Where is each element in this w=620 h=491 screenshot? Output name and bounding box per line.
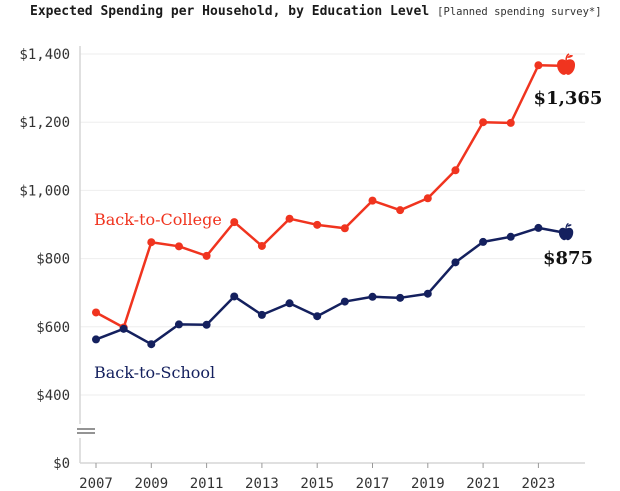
x-tick-label: 2009	[134, 476, 168, 491]
data-point	[230, 292, 239, 301]
gridlines	[80, 53, 585, 396]
data-point	[313, 220, 322, 229]
data-point	[257, 241, 266, 250]
data-point	[174, 242, 183, 251]
apple-icon	[558, 222, 574, 241]
y-tick-label: $800	[36, 252, 70, 268]
x-tick-label: 2023	[522, 476, 556, 491]
y-tick-label: $1,000	[19, 183, 70, 199]
y-tick-label: $400	[36, 388, 70, 404]
data-point	[451, 258, 460, 267]
data-point	[368, 292, 377, 301]
chart-title: Expected Spending per Household, by Educ…	[30, 4, 430, 19]
data-point	[479, 118, 488, 127]
data-point	[396, 293, 405, 302]
data-point	[174, 320, 183, 329]
data-point	[423, 194, 432, 203]
y-tick-label: $600	[36, 320, 70, 336]
x-tick-label: 2011	[190, 476, 224, 491]
data-point	[257, 310, 266, 319]
data-point	[368, 196, 377, 205]
axes	[77, 46, 585, 468]
x-tick-label: 2019	[411, 476, 445, 491]
data-point	[534, 61, 543, 70]
x-tick-label: 2013	[245, 476, 279, 491]
data-point	[202, 251, 211, 260]
data-point	[340, 297, 349, 306]
data-point	[423, 289, 432, 298]
x-tick-label: 2021	[466, 476, 500, 491]
data-point	[230, 218, 239, 227]
data-point	[92, 308, 100, 317]
data-point	[313, 312, 322, 321]
x-tick-label: 2007	[79, 476, 113, 491]
y-tick-label: $1,400	[19, 47, 70, 63]
data-point	[534, 223, 543, 232]
x-tick-label: 2017	[356, 476, 390, 491]
data-point	[285, 299, 294, 308]
x-tick-label: 2015	[300, 476, 334, 491]
series-name-label: Back-to-School	[94, 363, 215, 382]
end-value-label: $1,365	[534, 88, 603, 109]
data-point	[506, 232, 515, 241]
data-point	[396, 206, 405, 215]
chart-header: Expected Spending per Household, by Educ…	[30, 2, 610, 22]
data-point	[451, 166, 460, 175]
series-layer	[92, 53, 576, 349]
data-point	[147, 238, 156, 247]
data-point	[202, 320, 211, 329]
series-line-back-to-college	[95, 64, 540, 329]
data-point	[340, 224, 349, 233]
data-point	[119, 324, 128, 333]
y-tick-label: $1,200	[19, 115, 70, 131]
apple-icon	[557, 53, 576, 75]
labels-layer: $0 $400 $600 $800 $1,000 $1,200 $1,400 2007 2009…	[19, 47, 602, 491]
data-point	[506, 118, 515, 127]
end-value-label: $875	[543, 248, 593, 269]
chart-subtitle: [Planned spending survey*]	[437, 6, 602, 18]
y-tick-label: $0	[53, 456, 70, 472]
data-point	[147, 340, 156, 349]
series-name-label: Back-to-College	[94, 210, 222, 229]
data-point	[92, 335, 100, 344]
data-point	[479, 237, 488, 246]
data-point	[285, 214, 294, 223]
